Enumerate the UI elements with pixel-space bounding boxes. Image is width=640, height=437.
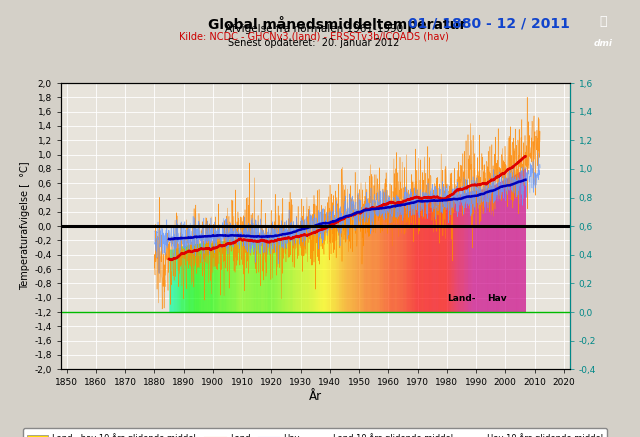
Text: Afvigelse fra normalen 1961-1990: Afvigelse fra normalen 1961-1990 (225, 24, 403, 35)
Text: 01 / 1880 - 12 / 2011: 01 / 1880 - 12 / 2011 (408, 16, 570, 30)
Text: Global månedsmiddeltemperatur: Global månedsmiddeltemperatur (208, 16, 467, 32)
X-axis label: År: År (308, 390, 322, 403)
Text: dmi: dmi (594, 39, 612, 48)
Text: Land-: Land- (447, 294, 476, 303)
Text: Senest opdateret:  20. januar 2012: Senest opdateret: 20. januar 2012 (228, 38, 399, 49)
Text: ⛅: ⛅ (600, 15, 607, 28)
Legend: Land - hav 10 års glidende middel, Land, Hav, Land 10 års glidende middel, Hav 1: Land - hav 10 års glidende middel, Land,… (23, 428, 607, 437)
Y-axis label: Temperaturafvigelse [  °C]: Temperaturafvigelse [ °C] (20, 162, 30, 291)
Text: Hav: Hav (486, 294, 506, 303)
Text: Kilde: NCDC - GHCNv3 (land) - ERSSTv3b/ICOADS (hav): Kilde: NCDC - GHCNv3 (land) - ERSSTv3b/I… (179, 31, 449, 42)
